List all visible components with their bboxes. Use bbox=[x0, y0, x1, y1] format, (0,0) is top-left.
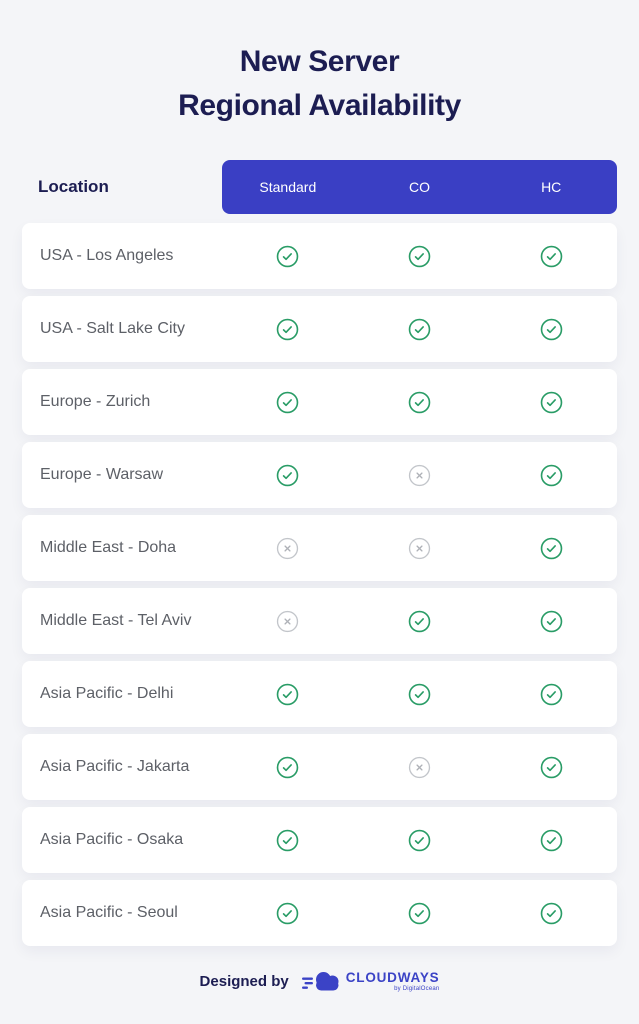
location-label: Asia Pacific - Jakarta bbox=[40, 758, 190, 775]
table-row: Asia Pacific - Osaka bbox=[22, 807, 617, 873]
table-header: Location Standard CO HC bbox=[22, 160, 617, 214]
page-title: New Server Regional Availability bbox=[0, 0, 639, 128]
location-label: Europe - Warsaw bbox=[40, 466, 163, 483]
check-circle-icon bbox=[222, 756, 354, 779]
check-circle-icon bbox=[485, 829, 617, 852]
check-circle-icon bbox=[354, 610, 486, 633]
check-circle-icon bbox=[222, 829, 354, 852]
check-circle-icon bbox=[485, 464, 617, 487]
column-header-co: CO bbox=[409, 179, 430, 195]
location-label: Asia Pacific - Seoul bbox=[40, 904, 178, 921]
check-circle-icon bbox=[485, 756, 617, 779]
check-circle-icon bbox=[222, 464, 354, 487]
plan-columns-header-bar: Standard CO HC bbox=[222, 160, 617, 214]
cloud-icon bbox=[301, 968, 343, 995]
table-row: Asia Pacific - Delhi bbox=[22, 661, 617, 727]
location-label: Asia Pacific - Osaka bbox=[40, 831, 184, 848]
check-circle-icon bbox=[354, 245, 486, 268]
check-circle-icon bbox=[485, 683, 617, 706]
check-circle-icon bbox=[354, 829, 486, 852]
footer: Designed by CLOUDWAYS by DigitalOcean bbox=[0, 968, 639, 995]
check-circle-icon bbox=[354, 318, 486, 341]
column-header-standard: Standard bbox=[259, 179, 317, 195]
x-circle-icon bbox=[354, 537, 486, 560]
check-circle-icon bbox=[485, 902, 617, 925]
table-row: Asia Pacific - Seoul bbox=[22, 880, 617, 946]
table-row: Middle East - Doha bbox=[22, 515, 617, 581]
location-label: USA - Los Angeles bbox=[40, 247, 174, 264]
x-circle-icon bbox=[354, 464, 486, 487]
table-row: Europe - Zurich bbox=[22, 369, 617, 435]
location-label: Middle East - Tel Aviv bbox=[40, 612, 192, 629]
designed-by-label: Designed by bbox=[199, 973, 289, 990]
availability-table: Location Standard CO HC USA - Los Angele… bbox=[22, 160, 617, 946]
brand-subtext: by DigitalOcean bbox=[394, 985, 440, 992]
column-header-hc: HC bbox=[541, 179, 562, 195]
location-label: Europe - Zurich bbox=[40, 393, 151, 410]
x-circle-icon bbox=[222, 610, 354, 633]
table-row: USA - Salt Lake City bbox=[22, 296, 617, 362]
check-circle-icon bbox=[354, 683, 486, 706]
title-line-2: Regional Availability bbox=[178, 89, 461, 122]
check-circle-icon bbox=[222, 391, 354, 414]
brand-wordmark: CLOUDWAYS bbox=[345, 970, 440, 986]
table-body: USA - Los Angeles USA - Salt Lake City E… bbox=[22, 223, 617, 946]
check-circle-icon bbox=[354, 902, 486, 925]
check-circle-icon bbox=[485, 537, 617, 560]
check-circle-icon bbox=[222, 683, 354, 706]
x-circle-icon bbox=[222, 537, 354, 560]
check-circle-icon bbox=[485, 318, 617, 341]
location-label: USA - Salt Lake City bbox=[40, 320, 185, 337]
table-row: Asia Pacific - Jakarta bbox=[22, 734, 617, 800]
check-circle-icon bbox=[222, 902, 354, 925]
location-label: Asia Pacific - Delhi bbox=[40, 685, 174, 702]
x-circle-icon bbox=[354, 756, 486, 779]
location-label: Middle East - Doha bbox=[40, 539, 177, 556]
check-circle-icon bbox=[222, 245, 354, 268]
check-circle-icon bbox=[222, 318, 354, 341]
check-circle-icon bbox=[485, 610, 617, 633]
check-circle-icon bbox=[354, 391, 486, 414]
table-row: Europe - Warsaw bbox=[22, 442, 617, 508]
location-column-header: Location bbox=[38, 177, 109, 196]
table-row: Middle East - Tel Aviv bbox=[22, 588, 617, 654]
cloudways-logo: CLOUDWAYS by DigitalOcean bbox=[301, 968, 440, 995]
check-circle-icon bbox=[485, 245, 617, 268]
title-line-1: New Server bbox=[239, 45, 400, 78]
table-row: USA - Los Angeles bbox=[22, 223, 617, 289]
check-circle-icon bbox=[485, 391, 617, 414]
